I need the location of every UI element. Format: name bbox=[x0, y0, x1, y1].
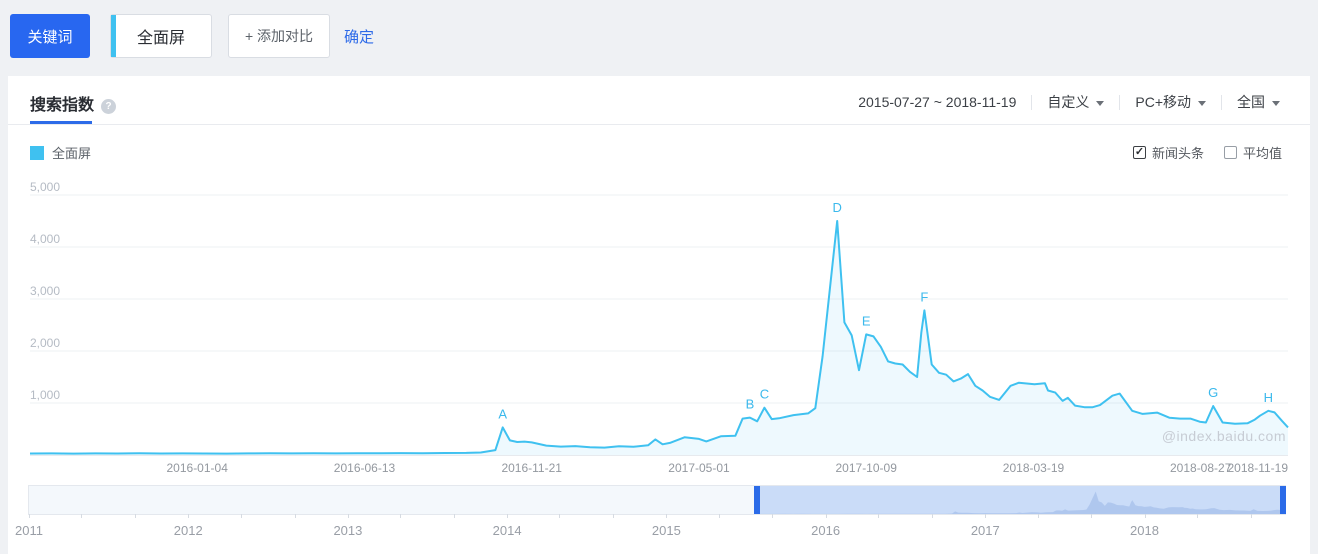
slider-year-label: 2012 bbox=[173, 523, 203, 538]
slider-selection[interactable] bbox=[756, 486, 1285, 514]
y-axis-tick-label: 3,000 bbox=[30, 284, 61, 298]
slider-tick bbox=[1037, 514, 1039, 518]
x-axis-tick-label: 2016-11-21 bbox=[501, 461, 562, 475]
peak-label-A: A bbox=[498, 406, 507, 421]
slider-tick bbox=[985, 514, 987, 518]
slider-tick bbox=[1196, 514, 1198, 518]
add-compare-button[interactable]: + 添加对比 bbox=[228, 14, 330, 58]
divider bbox=[1119, 94, 1121, 110]
slider-year-label: 2014 bbox=[492, 523, 522, 538]
legend-label: 全面屏 bbox=[52, 146, 92, 161]
x-axis-tick-label: 2017-05-01 bbox=[668, 461, 730, 475]
slider-tick bbox=[613, 514, 615, 518]
slider-tick bbox=[666, 514, 668, 518]
slider-year-label: 2016 bbox=[811, 523, 841, 538]
time-range-slider: 2011 2012 2013 2014 2015 2016 2017 2018 bbox=[15, 485, 1286, 545]
slider-tick bbox=[81, 514, 83, 518]
platform-dropdown[interactable]: PC+移动 bbox=[1135, 92, 1206, 112]
series-legend[interactable]: 全面屏 bbox=[30, 143, 91, 162]
chevron-down-icon bbox=[1198, 100, 1206, 106]
peak-label-D: D bbox=[833, 200, 842, 215]
keyword-term-value: 全面屏 bbox=[136, 30, 185, 47]
slider-tick bbox=[400, 514, 402, 518]
slider-tick bbox=[29, 514, 30, 518]
slider-tick bbox=[1250, 514, 1252, 518]
index-panel: 搜索指数? 2015-07-27 ~ 2018-11-19 自定义 PC+移动 … bbox=[8, 76, 1310, 554]
x-axis-tick-label: 2018-03-19 bbox=[1002, 461, 1065, 475]
slider-year-label: 2013 bbox=[333, 523, 363, 538]
keyword-button[interactable]: 关键词 bbox=[10, 14, 90, 58]
x-axis-tick-label: 2016-06-13 bbox=[333, 461, 396, 475]
slider-tick bbox=[507, 514, 509, 518]
keyword-term-box[interactable]: 全面屏 bbox=[110, 14, 212, 58]
confirm-link[interactable]: 确定 bbox=[344, 29, 375, 46]
date-range-text: 2015-07-27 ~ 2018-11-19 bbox=[858, 94, 1017, 110]
y-axis-tick-label: 2,000 bbox=[30, 336, 61, 350]
chart-area-fill bbox=[30, 221, 1288, 455]
slider-tick bbox=[825, 514, 827, 518]
header-controls: 2015-07-27 ~ 2018-11-19 自定义 PC+移动 全国 bbox=[858, 92, 1280, 112]
slider-right-handle[interactable] bbox=[1280, 486, 1286, 514]
x-axis-tick-label: 2018-11-19 bbox=[1227, 461, 1289, 475]
slider-tick bbox=[135, 514, 136, 518]
divider bbox=[1031, 94, 1033, 110]
chart-toggles: ✓ 新闻头条 平均值 bbox=[1132, 143, 1282, 162]
checkbox-checked-icon: ✓ bbox=[1132, 146, 1146, 159]
y-axis-tick-label: 5,000 bbox=[30, 180, 61, 194]
range-mode-dropdown[interactable]: 自定义 bbox=[1047, 92, 1105, 112]
slider-left-handle[interactable] bbox=[753, 486, 760, 514]
average-checkbox[interactable]: 平均值 bbox=[1223, 143, 1282, 162]
mini-chart-area bbox=[756, 491, 1285, 514]
peak-label-G: G bbox=[1208, 385, 1218, 400]
y-axis-tick-label: 4,000 bbox=[30, 232, 61, 246]
peak-label-B: B bbox=[746, 397, 755, 412]
news-headline-checkbox[interactable]: ✓ 新闻头条 bbox=[1132, 146, 1204, 161]
slider-tick bbox=[1091, 514, 1093, 518]
slider-tick bbox=[878, 514, 880, 518]
slider-tick bbox=[1144, 514, 1146, 518]
slider-mini-chart bbox=[756, 491, 1285, 514]
peak-label-E: E bbox=[862, 313, 871, 328]
tab-search-index[interactable]: 搜索指数? bbox=[30, 91, 117, 115]
divider bbox=[1221, 94, 1222, 110]
watermark: @index.baidu.com bbox=[1161, 428, 1286, 444]
active-tab-underline bbox=[30, 121, 92, 124]
term-color-accent bbox=[111, 15, 116, 57]
slider-tick bbox=[294, 514, 296, 518]
slider-tick bbox=[453, 514, 455, 518]
peak-label-C: C bbox=[760, 387, 769, 402]
slider-tick bbox=[718, 514, 720, 518]
slider-year-label: 2011 bbox=[15, 523, 43, 538]
slider-tick bbox=[559, 514, 561, 518]
region-dropdown[interactable]: 全国 bbox=[1237, 92, 1280, 112]
x-axis-tick-label: 2016-01-04 bbox=[166, 461, 228, 475]
slider-tick bbox=[241, 514, 243, 518]
slider-tick bbox=[772, 514, 774, 518]
peak-label-F: F bbox=[920, 289, 928, 304]
x-axis-tick-label: 2018-08-27 bbox=[1169, 461, 1232, 475]
help-icon[interactable]: ? bbox=[101, 99, 117, 114]
chart-canvas: A BC D E F G H bbox=[29, 194, 1289, 456]
slider-tick bbox=[932, 514, 934, 518]
slider-year-label: 2015 bbox=[651, 523, 681, 538]
header-divider bbox=[8, 124, 1310, 125]
x-axis-tick-label: 2017-10-09 bbox=[835, 461, 897, 475]
y-axis-tick-label: 1,000 bbox=[30, 388, 61, 402]
peak-label-H: H bbox=[1264, 390, 1273, 405]
slider-year-label: 2018 bbox=[1130, 523, 1159, 538]
chevron-down-icon bbox=[1272, 100, 1280, 106]
chevron-down-icon bbox=[1096, 100, 1105, 106]
legend-swatch bbox=[30, 145, 44, 160]
checkbox-unchecked-icon bbox=[1223, 146, 1237, 159]
slider-tick bbox=[347, 514, 349, 518]
chart-line bbox=[29, 220, 1289, 455]
slider-tick bbox=[188, 514, 190, 518]
slider-year-label: 2017 bbox=[970, 523, 1000, 538]
slider-track[interactable] bbox=[28, 485, 1286, 515]
